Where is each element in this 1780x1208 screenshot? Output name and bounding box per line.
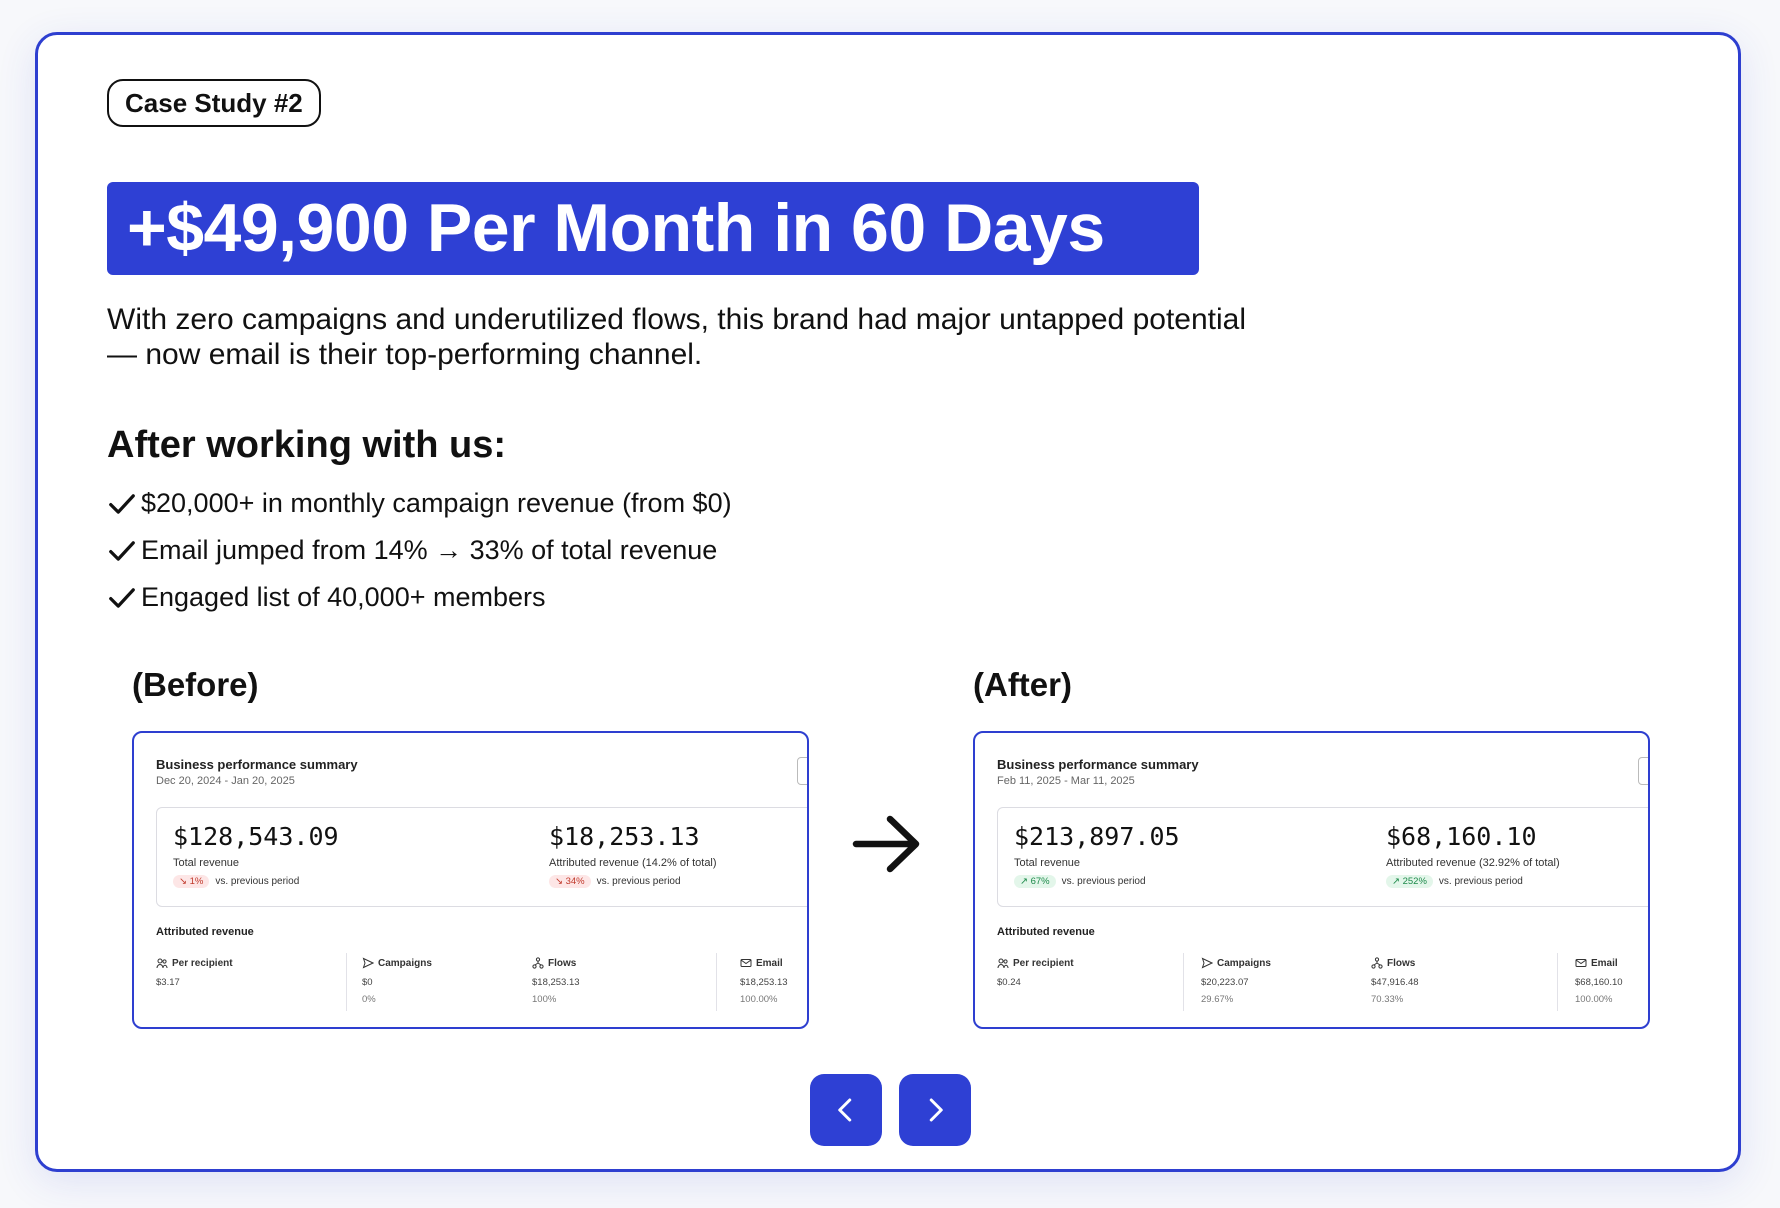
stat-campaigns: Campaigns $20,223.07 29.67% [1201,957,1271,1006]
benefit-item: Email jumped from 14% → 33% of total rev… [107,527,732,574]
mail-icon [1575,959,1587,967]
change-pill-up: ↗ 67% [1014,875,1056,888]
people-icon [156,958,168,969]
attributed-heading: Attributed revenue [997,926,1095,938]
benefit-item: $20,000+ in monthly campaign revenue (fr… [107,480,732,527]
total-revenue-value: $128,543.09 [173,822,339,851]
revenue-box: $128,543.09 Total revenue ↘ 1% vs. previ… [156,807,807,907]
attributed-revenue-change: ↗ 252% vs. previous period [1386,875,1560,888]
chevron-left-icon [838,1098,852,1122]
after-heading: After working with us: [107,424,506,466]
revenue-box: $213,897.05 Total revenue ↗ 67% vs. prev… [997,807,1648,907]
summary-date: Feb 11, 2025 - Mar 11, 2025 [997,775,1135,787]
stat-email: Email $18,253.13 100.00% [740,957,788,1006]
summary-date: Dec 20, 2024 - Jan 20, 2025 [156,775,295,787]
checkmark-icon [109,493,135,514]
total-revenue-value: $213,897.05 [1014,822,1180,851]
send-icon [1201,957,1213,969]
checkmark-icon [109,540,135,561]
case-study-badge: Case Study #2 [107,79,321,127]
summary-title: Business performance summary [997,757,1199,772]
stat-per-recipient: Per recipient $0.24 [997,957,1074,989]
change-pill-up: ↗ 252% [1386,875,1433,888]
send-icon [362,957,374,969]
attributed-revenue-metric: $68,160.10 Attributed revenue (32.92% of… [1386,822,1560,888]
attributed-revenue-value: $68,160.10 [1386,822,1537,851]
benefit-text: Email jumped from 14% → 33% of total rev… [141,535,718,565]
subtitle-line-1: With zero campaigns and underutilized fl… [107,303,1247,336]
vs-label: vs. previous period [215,876,300,887]
people-icon [997,958,1009,969]
stat-divider [1557,953,1558,1011]
checkmark-icon [109,587,135,608]
total-revenue-change: ↘ 1% vs. previous period [173,875,339,888]
stat-divider [716,953,717,1011]
subtitle-line-2: — now email is their top-performing chan… [107,338,703,371]
change-pill-down: ↘ 1% [173,875,210,888]
vs-label: vs. previous period [1061,876,1146,887]
attributed-revenue-label: Attributed revenue (14.2% of total) [549,857,717,869]
attributed-revenue-value: $18,253.13 [549,822,700,851]
arrow-right-icon [852,815,920,873]
total-revenue-label: Total revenue [1014,857,1081,869]
summary-title: Business performance summary [156,757,358,772]
total-revenue-change: ↗ 67% vs. previous period [1014,875,1180,888]
attributed-revenue-change: ↘ 34% vs. previous period [549,875,717,888]
after-screenshot: Business performance summary Feb 11, 202… [973,731,1650,1029]
panel-edge [1638,757,1648,785]
attributed-revenue-label: Attributed revenue (32.92% of total) [1386,857,1560,869]
total-revenue-metric: $213,897.05 Total revenue ↗ 67% vs. prev… [1014,822,1180,888]
attributed-revenue-metric: $18,253.13 Attributed revenue (14.2% of … [549,822,717,888]
stat-divider [1183,953,1184,1011]
before-label: (Before) [132,666,259,703]
stat-campaigns: Campaigns $0 0% [362,957,432,1006]
vs-label: vs. previous period [596,876,681,887]
total-revenue-metric: $128,543.09 Total revenue ↘ 1% vs. previ… [173,822,339,888]
mail-icon [740,959,752,967]
stat-flows: Flows $18,253.13 100% [532,957,580,1005]
flows-icon [1371,957,1383,969]
headline: +$49,900 Per Month in 60 Days [107,182,1199,275]
benefit-text: Engaged list of 40,000+ members [141,582,546,612]
change-pill-down: ↘ 34% [549,875,591,888]
chevron-right-icon [929,1098,943,1122]
benefit-text: $20,000+ in monthly campaign revenue (fr… [141,488,732,518]
next-button[interactable] [899,1074,971,1146]
benefits-list: $20,000+ in monthly campaign revenue (fr… [107,480,732,621]
attributed-heading: Attributed revenue [156,926,254,938]
flows-icon [532,957,544,969]
before-screenshot: Business performance summary Dec 20, 202… [132,731,809,1029]
stat-email: Email $68,160.10 100.00% [1575,957,1623,1006]
vs-label: vs. previous period [1438,876,1523,887]
previous-button[interactable] [810,1074,882,1146]
total-revenue-label: Total revenue [173,857,240,869]
after-label: (After) [973,666,1072,703]
benefit-item: Engaged list of 40,000+ members [107,574,732,621]
subtitle: With zero campaigns and underutilized fl… [107,302,1447,372]
panel-edge [797,757,807,785]
stat-per-recipient: Per recipient $3.17 [156,957,233,989]
stat-flows: Flows $47,916.48 70.33% [1371,957,1419,1005]
stat-divider [346,953,347,1011]
